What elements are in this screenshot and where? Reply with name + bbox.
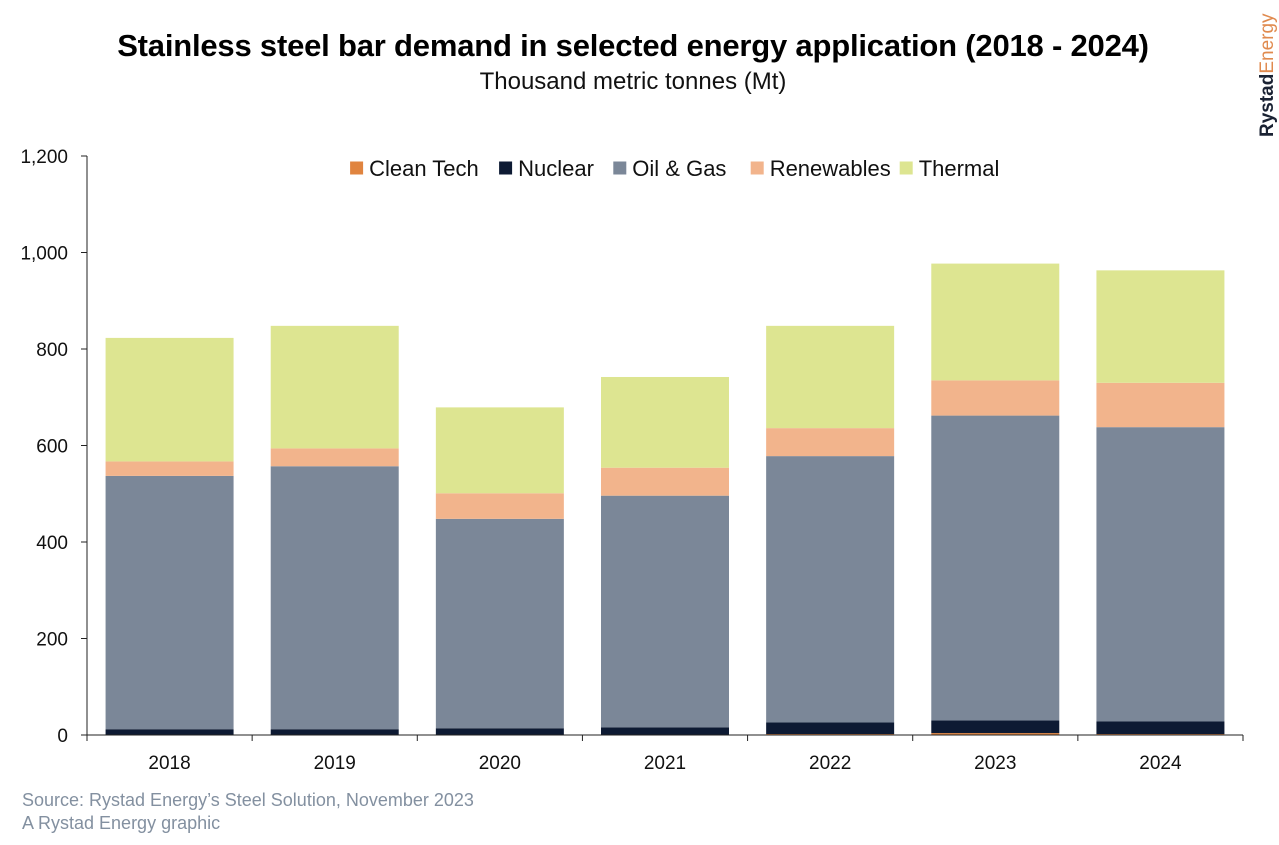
x-tick-label: 2024 xyxy=(1139,753,1182,774)
bar-segment-thermal-2023 xyxy=(931,263,1060,381)
chart-title: Stainless steel bar demand in selected e… xyxy=(117,28,1149,63)
bar-segment-renewables-2020 xyxy=(435,493,564,519)
bar-segment-clean-tech-2023 xyxy=(931,733,1060,735)
legend-swatch-nuclear xyxy=(499,161,513,175)
legend-label-nuclear: Nuclear xyxy=(518,156,594,181)
legend-swatch-clean-tech xyxy=(350,161,364,175)
bar-segment-nuclear-2020 xyxy=(435,728,564,735)
bar-segment-thermal-2018 xyxy=(105,337,234,462)
y-tick-label: 800 xyxy=(36,340,68,361)
source-note: Source: Rystad Energy’s Steel Solution, … xyxy=(22,790,474,810)
y-tick-label: 0 xyxy=(57,726,68,747)
bar-segment-renewables-2022 xyxy=(766,428,895,457)
bar-segment-thermal-2019 xyxy=(270,325,399,449)
bar-segment-renewables-2021 xyxy=(601,467,729,496)
bar-segment-renewables-2024 xyxy=(1096,382,1225,428)
bar-segment-oil-gas-2018 xyxy=(105,475,234,730)
y-tick-label: 400 xyxy=(36,533,68,554)
y-tick-label: 200 xyxy=(36,630,68,651)
credit-note: A Rystad Energy graphic xyxy=(22,813,221,833)
bar-segment-thermal-2022 xyxy=(766,325,895,429)
bar-segment-oil-gas-2022 xyxy=(766,456,895,723)
bar-segment-nuclear-2022 xyxy=(766,722,895,735)
bar-segment-oil-gas-2021 xyxy=(601,495,729,728)
legend-swatch-renewables xyxy=(750,161,764,175)
bar-segment-thermal-2021 xyxy=(601,376,729,468)
y-tick-label: 600 xyxy=(36,437,68,458)
bar-segment-nuclear-2019 xyxy=(270,729,399,735)
y-tick-label: 1,000 xyxy=(20,244,68,265)
x-tick-label: 2020 xyxy=(479,753,521,774)
bar-segment-thermal-2020 xyxy=(435,407,564,494)
bar-segment-nuclear-2021 xyxy=(601,727,729,735)
chart-subtitle: Thousand metric tonnes (Mt) xyxy=(479,68,787,95)
bar-segment-oil-gas-2019 xyxy=(270,466,399,730)
bar-segment-renewables-2023 xyxy=(931,380,1060,416)
bar-segment-nuclear-2023 xyxy=(931,720,1060,734)
x-tick-label: 2023 xyxy=(974,753,1016,774)
bar-segment-nuclear-2024 xyxy=(1096,721,1225,735)
x-tick-label: 2022 xyxy=(809,753,851,774)
bar-segment-oil-gas-2023 xyxy=(931,415,1060,721)
legend-swatch-oil-gas xyxy=(613,161,627,175)
legend-label-thermal: Thermal xyxy=(919,156,1000,181)
legend-label-oil-gas: Oil & Gas xyxy=(632,156,726,181)
y-tick-label: 1,200 xyxy=(20,147,68,168)
legend-label-renewables: Renewables xyxy=(770,156,891,181)
bar-segment-nuclear-2018 xyxy=(105,729,234,735)
bar-segment-oil-gas-2024 xyxy=(1096,427,1225,722)
legend-swatch-thermal xyxy=(899,161,913,175)
bar-segment-renewables-2019 xyxy=(270,448,399,467)
x-tick-label: 2018 xyxy=(148,753,190,774)
bar-segment-oil-gas-2020 xyxy=(435,518,564,729)
bar-segment-thermal-2024 xyxy=(1096,270,1225,383)
x-tick-label: 2021 xyxy=(644,753,686,774)
legend-label-clean-tech: Clean Tech xyxy=(369,156,479,181)
x-tick-label: 2019 xyxy=(314,753,356,774)
bar-segment-renewables-2018 xyxy=(105,461,234,476)
